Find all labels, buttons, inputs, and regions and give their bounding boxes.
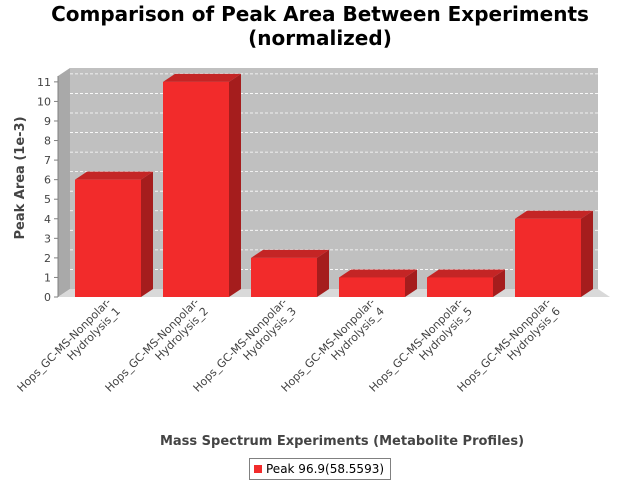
chart-title: Comparison of Peak Area Between Experime… [0, 2, 640, 50]
bar-side [405, 269, 417, 297]
bar-top [251, 249, 329, 258]
bar-top [515, 210, 593, 219]
plot-left-wall [58, 68, 70, 297]
plot-background [70, 68, 598, 289]
bar [163, 81, 229, 298]
y-tick-label: 6 [44, 174, 51, 187]
x-tick-label-line: Hops_GC-MS-Nonpolar- [15, 296, 114, 395]
legend: Peak 96.9(58.5593) [249, 458, 392, 480]
bar-top [163, 73, 241, 82]
bar-top [339, 269, 417, 278]
y-tick-label: 1 [44, 271, 51, 284]
x-axis-label: Mass Spectrum Experiments (Metabolite Pr… [160, 434, 524, 449]
bar-side [493, 269, 505, 297]
y-tick-label: 9 [44, 115, 51, 128]
bar-side [581, 210, 593, 297]
bar-top [427, 269, 505, 278]
legend-swatch [254, 465, 262, 473]
y-tick-label: 0 [44, 291, 51, 304]
y-tick-label: 7 [44, 154, 51, 167]
y-tick-label: 10 [37, 95, 51, 108]
bar-side [317, 249, 329, 297]
bar-side [229, 73, 241, 298]
y-tick-label: 3 [44, 232, 51, 245]
bar [339, 277, 405, 297]
bar [251, 257, 317, 297]
legend-label: Peak 96.9(58.5593) [266, 462, 385, 476]
chart-title-line-1: Comparison of Peak Area Between Experime… [51, 2, 589, 26]
y-tick-label: 5 [44, 193, 51, 206]
y-tick-label: 4 [44, 213, 51, 226]
y-tick-label: 11 [37, 76, 51, 89]
y-tick-label: 2 [44, 252, 51, 265]
bar-side [141, 171, 153, 297]
bar [75, 179, 141, 297]
bar-top [75, 171, 153, 180]
y-tick-label: 8 [44, 135, 51, 148]
bar [427, 277, 493, 297]
chart-title-line-2: (normalized) [248, 26, 392, 50]
y-axis-label: Peak Area (1e-3) [13, 116, 28, 239]
bar [515, 218, 581, 297]
